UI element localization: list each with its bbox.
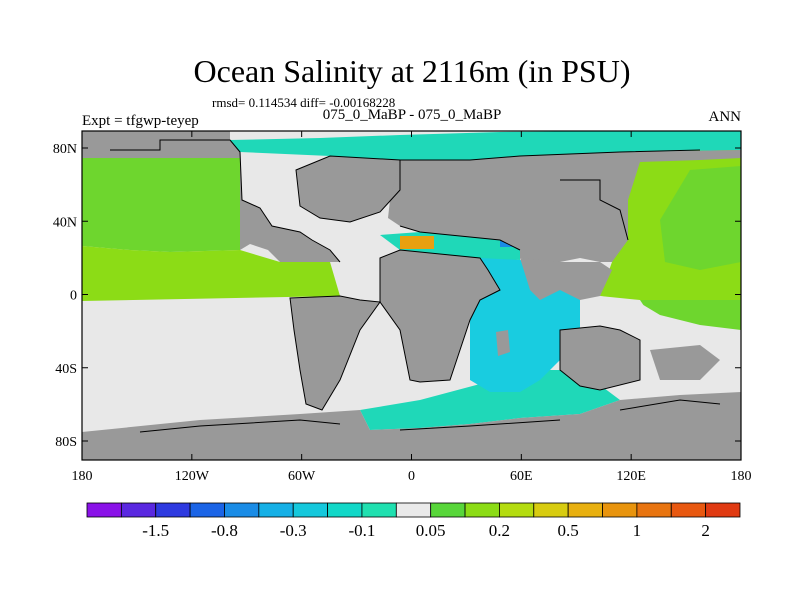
colorbar-swatch xyxy=(86,502,122,518)
eurasia-landmass xyxy=(388,150,741,262)
arctic-cyan-band xyxy=(230,131,741,160)
colorbar-swatch xyxy=(327,502,363,518)
greenland-coastline xyxy=(295,155,401,223)
colorbar-label: 2 xyxy=(701,521,710,540)
x-tick-label: 120E xyxy=(616,469,646,484)
colorbar-swatch xyxy=(224,502,260,518)
south-america-landmass xyxy=(290,296,380,410)
y-tick-label: 0 xyxy=(70,289,77,304)
colorbar-swatch xyxy=(120,502,157,518)
colorbar: -1.5 -0.8 -0.3 -0.1 0.05 0.2 0.5 1 2 xyxy=(86,502,741,540)
colorbar-label: -0.3 xyxy=(280,521,307,540)
x-tick-label: 60E xyxy=(510,469,533,484)
colorbar-label: -0.8 xyxy=(211,521,238,540)
colorbar-swatch xyxy=(705,502,741,518)
eurasia-coastline xyxy=(399,149,701,251)
chart-title: Ocean Salinity at 2116m (in PSU) xyxy=(194,53,631,89)
antarctica-landmass xyxy=(82,392,741,460)
colorbar-swatch xyxy=(499,502,535,518)
axis-tick-labels: 180 120W 60W 0 60E 120E 180 80N 40N 0 40S 80S xyxy=(53,142,752,484)
colorbar-swatch xyxy=(430,502,466,518)
colorbar-swatch xyxy=(395,502,432,518)
stats-label: rmsd= 0.114534 diff= -0.00168228 xyxy=(212,95,395,110)
new-zealand-landmass xyxy=(650,345,720,380)
australia-coastline xyxy=(559,325,641,391)
west-pacific-green-inner xyxy=(660,166,741,270)
tropical-pacific-green-band xyxy=(82,246,340,301)
southeast-pacific-green xyxy=(635,300,741,330)
experiment-label: Expt = tfgwp-teyep xyxy=(82,113,199,129)
colorbar-swatch xyxy=(567,502,603,518)
colorbar-label: -0.1 xyxy=(348,521,375,540)
north-pacific-green-region xyxy=(82,158,240,252)
colorbar-label: 0.5 xyxy=(558,521,579,540)
y-tick-label: 40S xyxy=(55,362,77,377)
colorbar-label: 0.05 xyxy=(416,521,446,540)
colorbar-label: -1.5 xyxy=(142,521,169,540)
x-tick-label: 180 xyxy=(731,469,752,484)
colorbar-swatch xyxy=(189,502,225,518)
coastline-outlines xyxy=(110,139,721,433)
africa-landmass xyxy=(380,250,500,382)
y-tick-label: 80S xyxy=(55,435,77,450)
x-tick-label: 180 xyxy=(72,469,93,484)
x-tick-label: 120W xyxy=(175,469,210,484)
axis-tick-marks xyxy=(81,131,742,460)
antarctica-coastline xyxy=(139,399,721,433)
colorbar-swatch xyxy=(258,502,294,518)
colorbar-swatch xyxy=(464,502,500,518)
north-america-coastline xyxy=(110,139,341,263)
colorbar-swatch xyxy=(292,502,328,518)
land-masses xyxy=(82,131,741,460)
australia-landmass xyxy=(560,326,640,390)
madagascar-landmass xyxy=(496,330,510,356)
y-tick-label: 80N xyxy=(53,142,77,157)
y-tick-label: 40N xyxy=(53,215,77,230)
map-plot-area xyxy=(82,131,741,460)
india-seasia-landmass xyxy=(520,258,612,300)
chart-subtitle: 075_0_MaBP - 075_0_MaBP xyxy=(323,107,502,123)
colorbar-swatch xyxy=(361,502,397,518)
colorbar-swatch xyxy=(533,502,569,518)
greenland-landmass xyxy=(296,156,400,222)
colorbar-swatch xyxy=(636,502,672,518)
colorbar-label: 0.2 xyxy=(489,521,510,540)
colorbar-label: 1 xyxy=(633,521,642,540)
colorbar-swatch xyxy=(670,502,707,518)
x-tick-label: 0 xyxy=(408,469,415,484)
southern-ocean-cyan-belt xyxy=(360,370,620,430)
x-tick-label: 60W xyxy=(288,469,316,484)
orange-anomaly-patch xyxy=(400,236,434,249)
colorbar-swatch xyxy=(155,502,191,518)
season-label: ANN xyxy=(709,109,742,125)
north-america-landmass xyxy=(82,131,340,262)
africa-coastline xyxy=(379,249,501,383)
south-america-coastline xyxy=(289,295,381,411)
colorbar-swatch xyxy=(602,502,638,518)
